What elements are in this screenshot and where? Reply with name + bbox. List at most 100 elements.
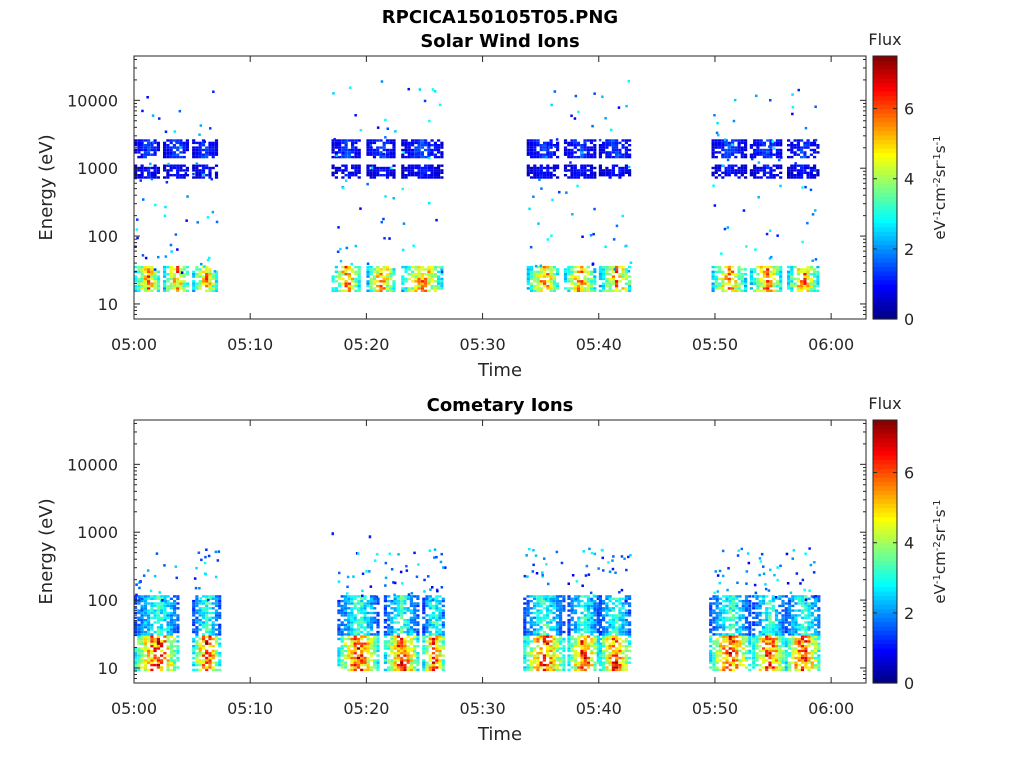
flux-cell: [583, 628, 587, 631]
flux-cell: [166, 148, 170, 152]
flux-cell: [404, 166, 408, 170]
flux-cell: [552, 656, 556, 660]
flux-cell: [383, 626, 387, 629]
flux-cell: [372, 287, 377, 290]
flux-cell: [366, 644, 370, 648]
flux-cell: [208, 268, 212, 271]
flux-cell: [169, 146, 173, 149]
flux-cell: [583, 654, 587, 657]
flux-cell: [425, 666, 429, 669]
flux-cell: [573, 151, 577, 154]
flux-cell: [576, 270, 581, 273]
flux-cell: [734, 151, 738, 154]
flux-cell: [740, 174, 744, 177]
flux-cell: [353, 621, 357, 624]
flux-cell: [166, 139, 170, 142]
flux-cell: [549, 141, 553, 145]
flux-cell: [567, 265, 571, 269]
flux-cell: [589, 148, 594, 152]
flux-cell: [734, 284, 738, 288]
flux-cell: [431, 633, 436, 636]
flux-cell: [390, 647, 394, 650]
flux-cell: [715, 661, 719, 664]
flux-cell: [580, 280, 584, 283]
flux-cell: [555, 607, 559, 610]
flux-cell: [366, 637, 370, 641]
flux-cell: [376, 633, 380, 636]
flux-cell: [373, 663, 377, 667]
flux-cell: [205, 268, 209, 271]
flux-cell: [390, 630, 394, 634]
flux-cell: [533, 174, 537, 177]
flux-cell: [143, 146, 147, 149]
flux-cell: [769, 155, 773, 159]
flux-point: [149, 162, 152, 166]
flux-cell: [150, 628, 154, 631]
flux-cell: [176, 284, 180, 288]
flux-cell: [715, 618, 719, 622]
flux-point: [773, 147, 776, 150]
flux-cell: [396, 644, 400, 648]
flux-cell: [762, 273, 766, 276]
flux-cell: [427, 282, 431, 285]
flux-cell: [593, 166, 597, 170]
flux-cell: [360, 668, 364, 672]
flux-cell: [431, 614, 436, 617]
flux-cell: [343, 637, 347, 641]
flux-cell: [621, 155, 625, 159]
flux-cell: [536, 287, 540, 290]
flux-cell: [396, 607, 400, 610]
flux-cell: [347, 155, 351, 159]
flux-cell: [556, 287, 560, 290]
flux-cell: [389, 151, 393, 154]
flux-point: [582, 550, 585, 553]
flux-cell: [435, 656, 439, 660]
flux-cell: [363, 607, 367, 610]
flux-cell: [737, 289, 741, 292]
flux-cell: [369, 176, 373, 179]
y-tick-label: 10000: [67, 91, 118, 110]
flux-cell: [555, 668, 559, 672]
flux-cell: [552, 599, 556, 603]
flux-point: [611, 567, 615, 571]
flux-cell: [596, 640, 600, 643]
flux-cell: [611, 268, 615, 271]
flux-cell: [140, 280, 144, 283]
flux-cell: [134, 169, 138, 172]
flux-cell: [195, 141, 199, 145]
flux-cell: [769, 273, 773, 276]
flux-cell: [382, 282, 386, 285]
flux-cell: [205, 151, 209, 154]
flux-cell: [143, 151, 147, 154]
flux-cell: [341, 169, 345, 172]
flux-cell: [372, 282, 377, 285]
flux-cell: [741, 652, 745, 655]
flux-cell: [567, 595, 571, 598]
flux-cell: [440, 171, 444, 174]
flux-cell: [618, 169, 622, 172]
flux-cell: [153, 277, 157, 281]
flux-cell: [340, 614, 344, 617]
flux-cell: [793, 144, 797, 147]
flux-cell: [163, 144, 167, 147]
flux-cell: [529, 633, 533, 636]
flux-cell: [173, 599, 177, 603]
flux-point: [776, 234, 779, 237]
flux-cell: [351, 148, 355, 152]
flux-cell: [438, 659, 442, 662]
flux-cell: [744, 287, 748, 290]
flux-point: [366, 262, 370, 265]
flux-cell: [722, 635, 726, 638]
flux-cell: [744, 268, 748, 271]
flux-cell: [573, 284, 577, 288]
flux-cell: [208, 633, 212, 636]
colorbar-segment: [873, 161, 897, 167]
flux-point: [590, 598, 593, 601]
flux-cell: [140, 153, 144, 156]
flux-cell: [724, 265, 728, 269]
flux-cell: [624, 637, 628, 641]
flux-cell: [570, 270, 574, 273]
flux-cell: [396, 633, 400, 636]
flux-point: [618, 591, 621, 594]
flux-cell: [790, 277, 794, 281]
